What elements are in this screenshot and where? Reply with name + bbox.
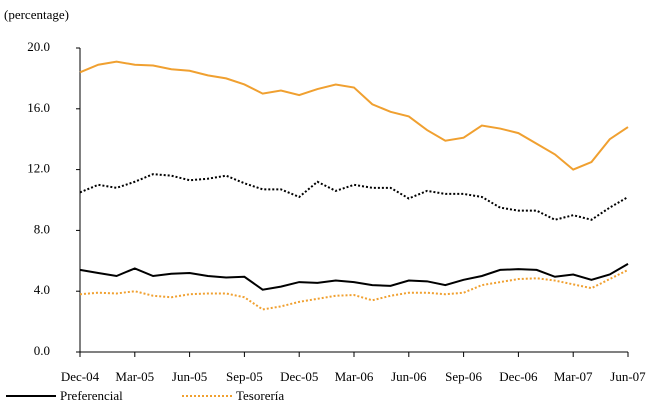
x-tick-label: Sep-05 (226, 369, 263, 384)
y-tick-label: 20.0 (27, 39, 50, 54)
x-tick-label: Dec-05 (280, 369, 318, 384)
series-line (79, 173, 629, 221)
x-tick-label: Sep-06 (445, 369, 482, 384)
x-tick-label: Jun-07 (610, 369, 646, 384)
legend-label: Tesorería (236, 388, 284, 403)
y-tick-label: 12.0 (27, 161, 50, 176)
y-tick-label: 4.0 (34, 282, 50, 297)
x-tick-label: Dec-06 (499, 369, 538, 384)
legend-label: Preferencial (60, 388, 123, 403)
y-tick-label: 8.0 (34, 221, 50, 236)
x-tick-label: Mar-07 (554, 369, 593, 384)
series-line (79, 60, 629, 171)
x-tick-label: Jun-06 (391, 369, 427, 384)
y-tick-label: 0.0 (34, 343, 50, 358)
series-line (79, 262, 629, 291)
x-tick-label: Dec-04 (61, 369, 100, 384)
x-tick-label: Jun-05 (172, 369, 207, 384)
x-tick-label: Mar-05 (115, 369, 154, 384)
y-axis-label: (percentage) (4, 7, 69, 22)
series-line (79, 269, 629, 311)
y-tick-label: 16.0 (27, 100, 50, 115)
x-tick-label: Mar-06 (335, 369, 374, 384)
